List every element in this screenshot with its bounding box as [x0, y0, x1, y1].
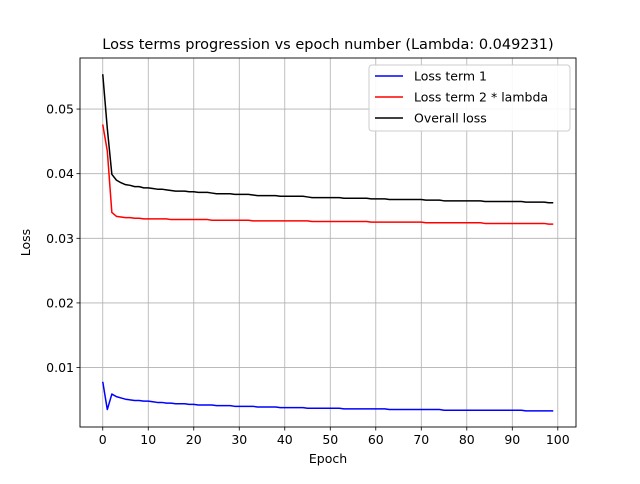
- chart-title: Loss terms progression vs epoch number (…: [102, 37, 553, 53]
- y-tick-label: 0.05: [46, 102, 74, 117]
- legend-entry: Loss term 2 * lambda: [414, 90, 548, 105]
- y-tick-label: 0.04: [46, 166, 74, 181]
- x-tick-label: 30: [231, 432, 247, 447]
- x-tick-label: 100: [546, 432, 570, 447]
- x-tick-label: 70: [413, 432, 429, 447]
- y-axis-label: Loss: [18, 229, 33, 256]
- y-tick-label: 0.01: [46, 360, 74, 375]
- x-tick-label: 0: [99, 432, 107, 447]
- series-line-1: [102, 381, 554, 412]
- series-lines: [102, 74, 554, 412]
- x-tick-label: 80: [459, 432, 475, 447]
- legend: Loss term 1 Loss term 2 * lambda Overall l…: [368, 64, 571, 132]
- legend-entry: Overall loss: [414, 111, 487, 126]
- x-axis-label: Epoch: [309, 451, 347, 466]
- x-tick-label: 50: [322, 432, 338, 447]
- series-line-2: [102, 124, 554, 225]
- legend-box: [368, 64, 571, 132]
- x-tick-label: 60: [368, 432, 384, 447]
- x-tick-label: 10: [140, 432, 156, 447]
- legend-entry: Loss term 1: [414, 69, 487, 84]
- y-tick-label: 0.02: [46, 295, 74, 310]
- plot-frame: [79, 57, 577, 428]
- x-tick-label: 20: [186, 432, 202, 447]
- y-tick-label: 0.03: [46, 231, 74, 246]
- axis-ticks: 0 10 20 30 40 50 60 70 80 90 100 0.01 0.02 0.03 0.04 0.…: [46, 102, 570, 447]
- series-line-3: [102, 74, 554, 204]
- x-tick-label: 90: [504, 432, 520, 447]
- x-tick-label: 40: [277, 432, 293, 447]
